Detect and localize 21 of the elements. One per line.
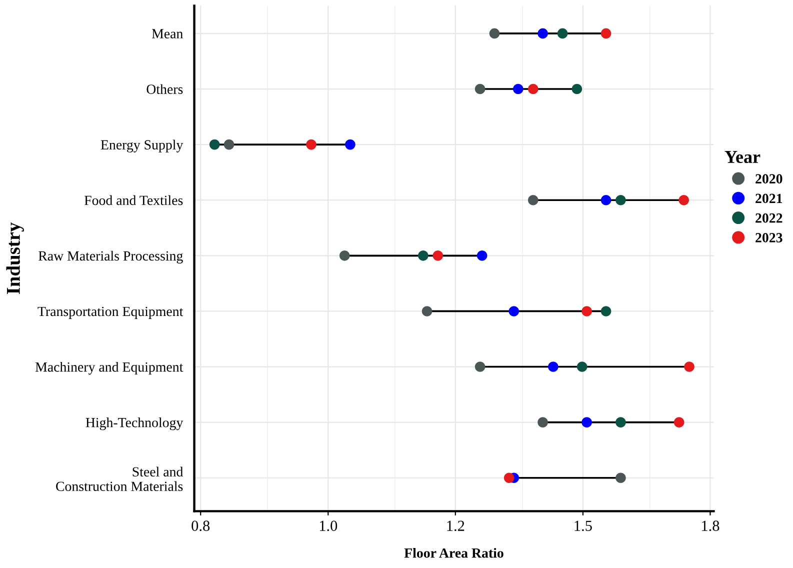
x-tick-label: 0.8 bbox=[192, 520, 210, 532]
legend-label: 2021 bbox=[756, 194, 782, 204]
y-tick-label: Steel and Construction Materials bbox=[56, 466, 184, 492]
y-axis-title: Industry bbox=[6, 222, 24, 294]
y-tick-label: Energy Supply bbox=[100, 140, 184, 152]
y-tick-label: Mean bbox=[152, 29, 183, 38]
x-tick-label: 1.5 bbox=[574, 520, 592, 532]
legend-title: Year bbox=[724, 151, 760, 164]
x-tick-label: 1.8 bbox=[702, 520, 720, 532]
legend-label: 2022 bbox=[756, 213, 782, 223]
y-tick-label: Raw Materials Processing bbox=[38, 250, 183, 264]
y-tick-label: Transportation Equipment bbox=[38, 306, 184, 319]
x-axis-title: Floor Area Ratio bbox=[404, 548, 504, 558]
y-tick-label: Machinery and Equipment bbox=[35, 362, 184, 375]
x-tick-label: 1.0 bbox=[320, 520, 338, 532]
y-tick-label: Food and Textiles bbox=[84, 195, 183, 206]
y-tick-label: Others bbox=[146, 84, 183, 94]
legend-label: 2023 bbox=[756, 233, 782, 242]
x-tick-label: 1.2 bbox=[447, 520, 464, 532]
legend-label: 2020 bbox=[756, 174, 782, 184]
y-tick-label: High-Technology bbox=[86, 418, 184, 430]
